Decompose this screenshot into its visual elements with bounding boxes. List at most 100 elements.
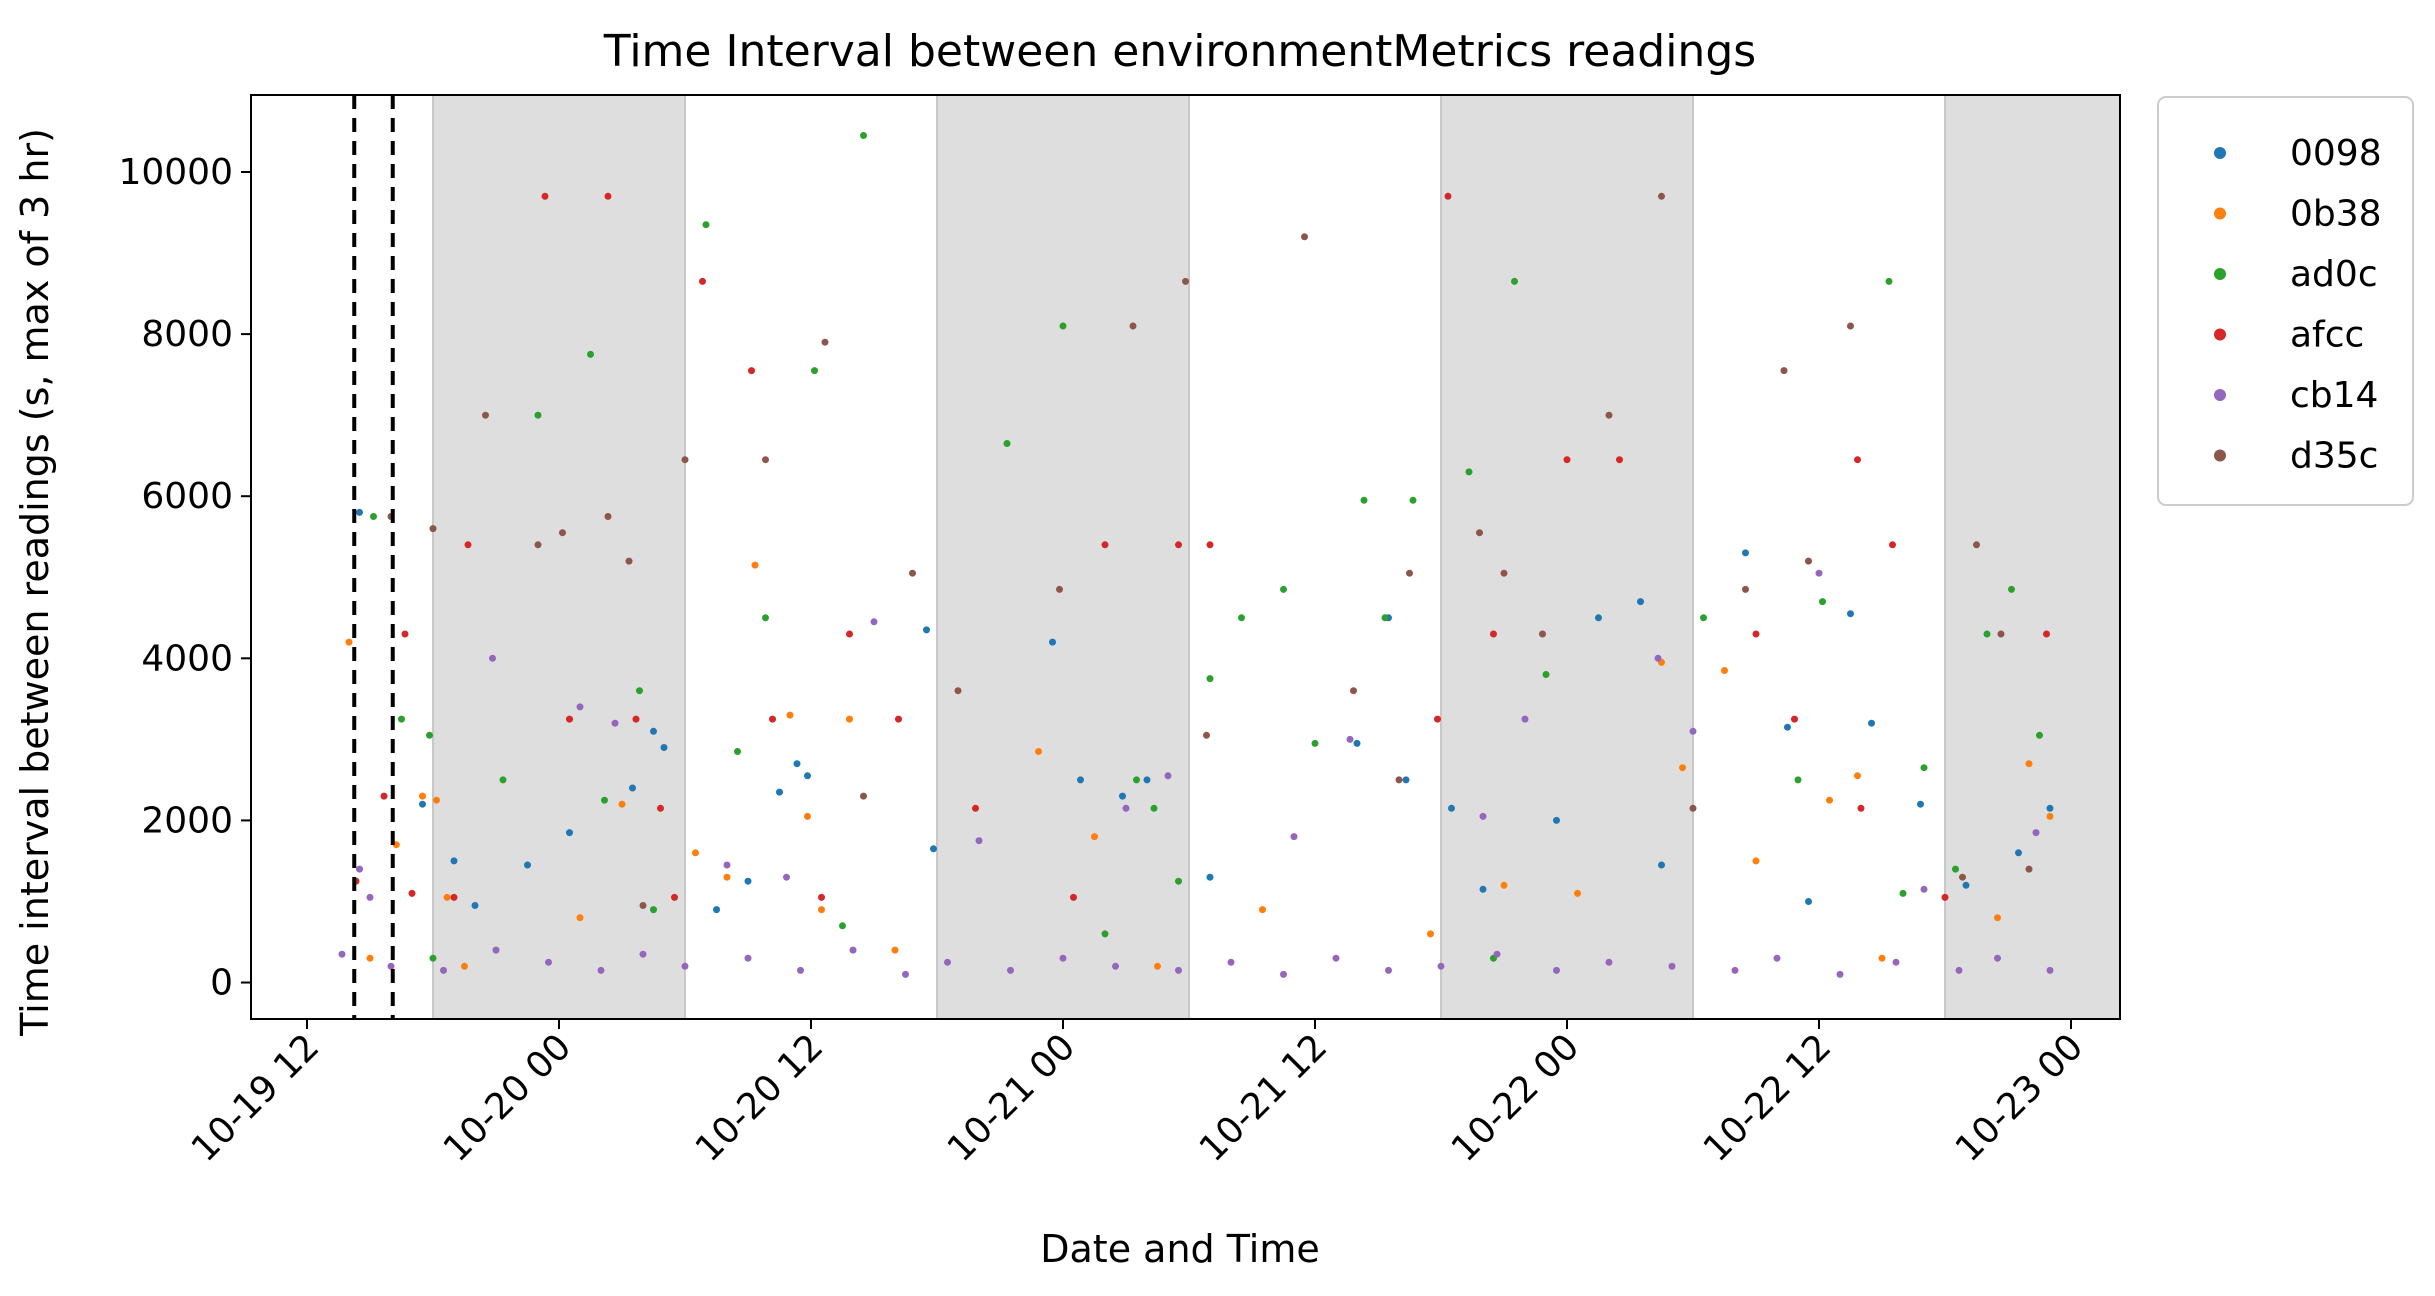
data-point — [1129, 322, 1137, 330]
data-point — [1721, 667, 1728, 674]
legend-label: afcc — [2290, 315, 2364, 356]
data-point — [2008, 585, 2015, 593]
data-point — [783, 873, 790, 881]
data-point — [1427, 930, 1434, 938]
data-point — [419, 792, 426, 800]
data-point — [499, 776, 507, 784]
data-point — [1994, 954, 2001, 962]
data-point — [1409, 496, 1417, 504]
legend-label: 0098 — [2290, 133, 2382, 174]
data-point — [1259, 906, 1266, 914]
data-point — [1206, 541, 1214, 549]
data-point — [1119, 792, 1126, 800]
data-point — [804, 772, 811, 780]
data-point — [818, 893, 825, 901]
data-point — [1238, 614, 1245, 622]
legend-label: ad0c — [2290, 254, 2378, 295]
data-point — [1997, 630, 2005, 638]
data-point — [870, 618, 878, 626]
y-tick-label: 6000 — [141, 476, 233, 517]
data-point — [821, 338, 829, 346]
data-point — [2046, 804, 2054, 812]
data-point — [1346, 735, 1354, 743]
data-point — [1434, 715, 1441, 723]
data-point — [559, 529, 566, 537]
plot-frame — [250, 94, 2121, 1020]
data-point — [1493, 950, 1501, 958]
data-point — [1402, 776, 1410, 784]
data-point — [1070, 893, 1077, 901]
data-point — [1752, 857, 1760, 865]
data-point — [1539, 630, 1546, 638]
data-point — [849, 946, 857, 954]
data-point — [1805, 557, 1812, 565]
data-point — [1563, 456, 1571, 464]
data-point — [398, 715, 405, 723]
data-point — [1791, 715, 1798, 723]
x-axis-label: Date and Time — [1040, 1227, 1319, 1271]
data-point — [2043, 630, 2050, 638]
data-point — [954, 687, 962, 695]
data-point — [1332, 954, 1340, 962]
data-point — [366, 893, 374, 901]
data-point — [1150, 804, 1158, 812]
data-point — [566, 829, 573, 837]
data-point — [975, 837, 983, 845]
data-point — [1437, 962, 1445, 970]
data-point — [1444, 192, 1452, 200]
legend-marker — [2214, 268, 2226, 280]
data-point — [1091, 833, 1098, 841]
data-point — [797, 966, 804, 974]
series-ad0c — [370, 132, 2043, 962]
data-point — [1773, 954, 1781, 962]
data-point — [1605, 411, 1613, 419]
data-point — [1490, 630, 1497, 638]
data-point — [576, 703, 584, 711]
data-point — [356, 865, 363, 873]
data-point — [366, 954, 374, 962]
data-point — [1857, 804, 1865, 812]
data-point — [846, 630, 853, 638]
chart-title: Time Interval between environmentMetrics… — [603, 26, 1756, 77]
data-point — [1941, 893, 1949, 901]
data-point — [1955, 966, 1963, 974]
data-point — [1973, 541, 1980, 549]
data-point — [1959, 873, 1966, 881]
data-point — [2025, 865, 2033, 873]
data-point — [433, 796, 440, 804]
data-point — [1689, 727, 1697, 735]
data-point — [489, 654, 496, 662]
data-point — [2015, 849, 2022, 857]
data-point — [681, 456, 689, 464]
data-point — [1794, 776, 1802, 784]
data-point — [1742, 585, 1749, 593]
data-point — [1500, 569, 1508, 577]
data-point — [1175, 877, 1182, 885]
data-point — [1112, 962, 1119, 970]
data-point — [702, 221, 710, 229]
data-point — [909, 569, 916, 577]
legend-label: d35c — [2290, 436, 2378, 477]
data-point — [601, 796, 608, 804]
y-tick-label: 10000 — [118, 152, 233, 193]
data-point — [1056, 585, 1063, 593]
data-point — [923, 626, 930, 634]
data-point — [566, 715, 573, 723]
data-point — [1395, 776, 1403, 784]
data-point — [1122, 804, 1130, 812]
data-point — [604, 192, 612, 200]
data-point — [839, 922, 846, 930]
data-point — [723, 873, 731, 881]
data-point — [338, 950, 346, 958]
data-point — [1465, 468, 1473, 476]
data-point — [1731, 966, 1739, 974]
data-point — [650, 727, 657, 735]
data-point — [464, 541, 472, 549]
data-point — [2046, 812, 2054, 820]
data-point — [1780, 367, 1788, 375]
data-point — [1994, 914, 2001, 922]
legend-label: 0b38 — [2290, 194, 2382, 235]
data-point — [1658, 192, 1665, 200]
data-point — [723, 861, 731, 869]
